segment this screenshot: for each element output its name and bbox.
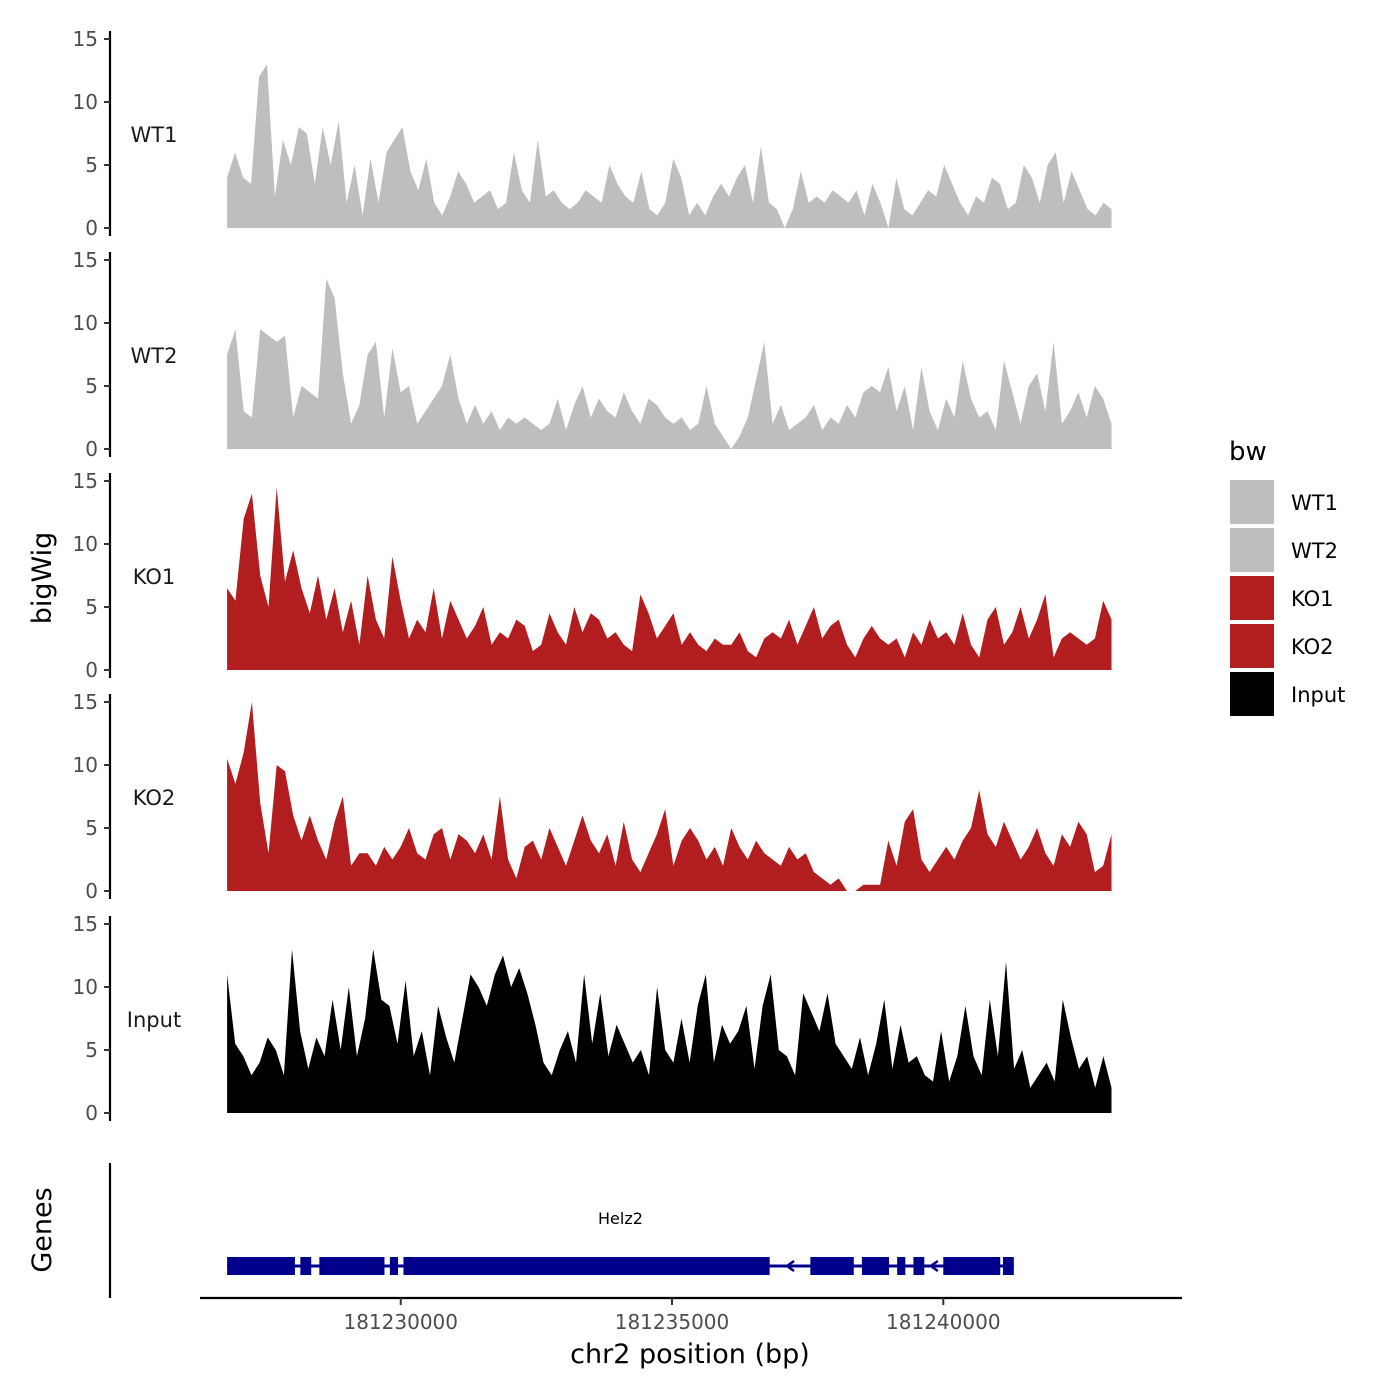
x-axis: 181230000 181235000 181240000 chr2 positio… — [200, 1296, 1182, 1370]
legend-swatch-wt1 — [1228, 478, 1276, 526]
gene-exon — [861, 1257, 890, 1275]
y-tick-label: 5 — [85, 374, 98, 398]
y-tick-label: 5 — [85, 1038, 98, 1062]
legend-swatch-wt2 — [1228, 526, 1276, 574]
track-input: 0 5 10 15 Input — [73, 912, 1112, 1125]
track-ko2: 0 5 10 15 KO2 — [73, 690, 1112, 903]
y-tick-label: 10 — [73, 532, 98, 556]
legend-label-wt1: WT1 — [1291, 491, 1338, 515]
legend-label-ko1: KO1 — [1291, 587, 1334, 611]
gene-exon — [897, 1257, 906, 1275]
x-ticks: 181230000 181235000 181240000 — [343, 1298, 1001, 1334]
gene-exon — [300, 1257, 312, 1275]
y-tick-label: 0 — [85, 658, 98, 682]
legend-swatch-ko1 — [1228, 574, 1276, 622]
track-label-ko1: KO1 — [133, 565, 176, 589]
gene-exon — [227, 1257, 295, 1275]
genes-track: Genes Helz2 — [27, 1163, 1014, 1298]
y-tick-label: 0 — [85, 1101, 98, 1125]
gene-model: Helz2 — [227, 1209, 1014, 1275]
y-tick-label: 10 — [73, 311, 98, 335]
legend-items: WT1 WT2 KO1 KO2 Input — [1228, 478, 1345, 718]
strand-arrow-icon — [928, 1259, 939, 1273]
strand-arrow-icon — [784, 1259, 795, 1273]
gene-exon — [913, 1257, 925, 1275]
signal-tracks: 0 5 10 15 WT1 0 5 10 15 WT2 0 5 10 15 KO1 0 5 10 15 KO2 0 5 10… — [73, 27, 1112, 1125]
signal-area-wt1 — [227, 64, 1112, 228]
legend-title: bw — [1229, 437, 1267, 467]
y-tick-label: 15 — [73, 912, 98, 936]
genes-track-label: Genes — [27, 1187, 58, 1272]
y-tick-label: 15 — [73, 248, 98, 272]
track-label-input: Input — [127, 1008, 181, 1032]
signal-area-input — [227, 949, 1112, 1113]
y-tick-label: 5 — [85, 153, 98, 177]
y-tick-label: 15 — [73, 27, 98, 51]
x-tick-label: 181240000 — [886, 1310, 1001, 1334]
track-wt1: 0 5 10 15 WT1 — [73, 27, 1112, 240]
signal-area-wt2 — [227, 278, 1112, 449]
legend-swatch-input — [1228, 670, 1276, 718]
track-ko1: 0 5 10 15 KO1 — [73, 469, 1112, 682]
y-tick-label: 5 — [85, 595, 98, 619]
y-tick-label: 0 — [85, 437, 98, 461]
y-tick-label: 0 — [85, 216, 98, 240]
track-label-wt2: WT2 — [131, 344, 178, 368]
track-label-ko2: KO2 — [133, 786, 176, 810]
x-tick-label: 181235000 — [615, 1310, 730, 1334]
gene-exon — [389, 1257, 399, 1275]
legend-label-wt2: WT2 — [1291, 539, 1338, 563]
y-tick-label: 0 — [85, 879, 98, 903]
y-tick-label: 15 — [73, 690, 98, 714]
y-tick-label: 5 — [85, 816, 98, 840]
gene-exon — [810, 1257, 854, 1275]
gene-exon — [1002, 1257, 1014, 1275]
x-axis-title: chr2 position (bp) — [570, 1339, 810, 1370]
y-tick-label: 15 — [73, 469, 98, 493]
gene-exon — [403, 1257, 770, 1275]
y-tick-label: 10 — [73, 753, 98, 777]
gene-label: Helz2 — [598, 1209, 643, 1228]
gene-exon — [319, 1257, 385, 1275]
legend-swatch-ko2 — [1228, 622, 1276, 670]
legend-label-input: Input — [1291, 683, 1345, 707]
track-label-wt1: WT1 — [131, 123, 178, 147]
gene-exon — [943, 1257, 1001, 1275]
track-wt2: 0 5 10 15 WT2 — [73, 248, 1112, 461]
y-axis-title: bigWig — [27, 532, 58, 625]
y-tick-label: 10 — [73, 90, 98, 114]
x-tick-label: 181230000 — [343, 1310, 458, 1334]
signal-area-ko1 — [227, 487, 1112, 670]
legend-label-ko2: KO2 — [1291, 635, 1334, 659]
y-tick-label: 10 — [73, 975, 98, 999]
signal-area-ko2 — [227, 702, 1112, 891]
legend: bw WT1 WT2 KO1 KO2 Input — [1228, 437, 1345, 718]
